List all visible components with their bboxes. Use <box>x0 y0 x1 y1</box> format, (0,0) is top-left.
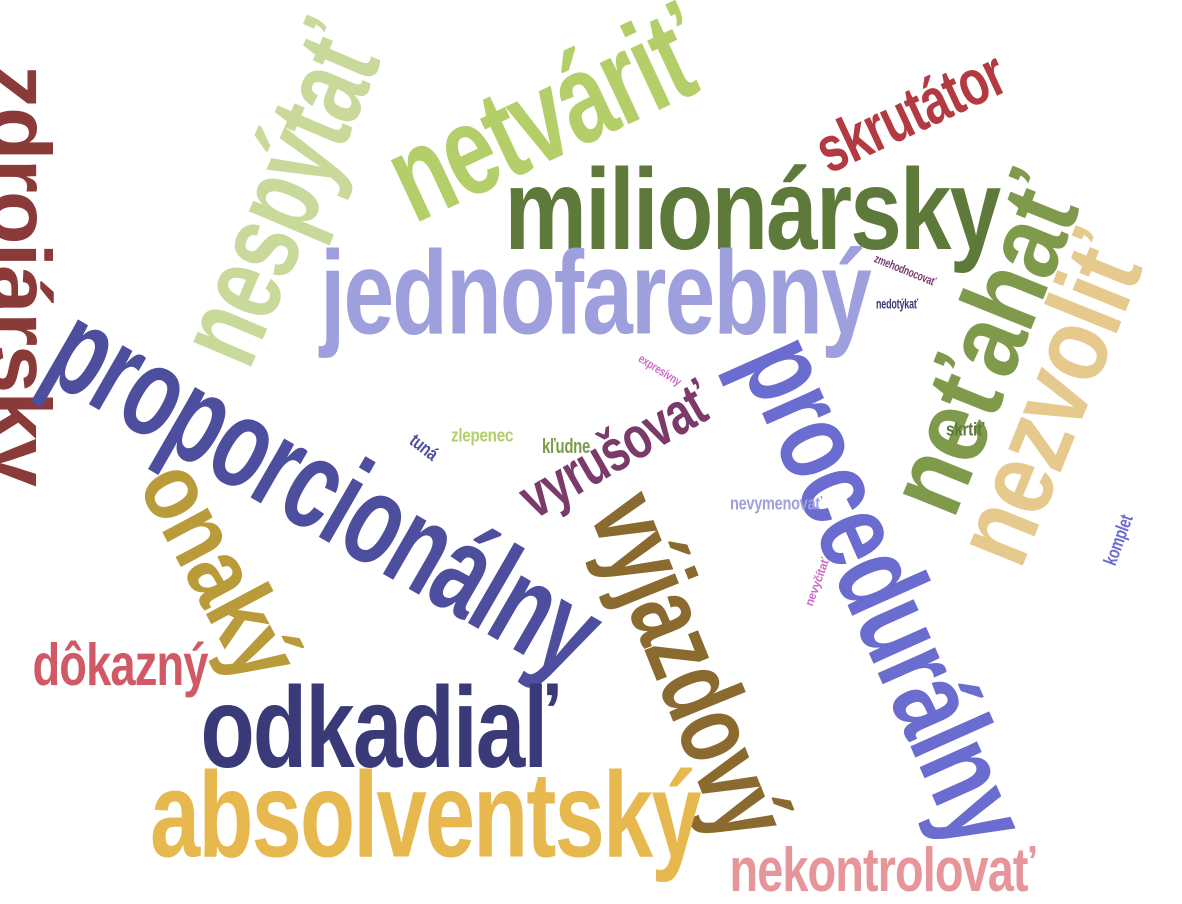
word-zdrojarsky: zdrojársky <box>0 65 69 486</box>
word-nevymenovat: nevymenovať <box>730 492 822 514</box>
word-komplet: komplet <box>1099 511 1137 569</box>
word-odkadial: odkadiaľ <box>200 663 558 793</box>
word-kludne: kľudne <box>542 434 591 458</box>
word-skrtit: skrtiť <box>946 418 985 440</box>
word-milionarsky: milionársky <box>504 145 1002 275</box>
word-dokazny: dôkazný <box>32 631 209 699</box>
word-zlepenec: zlepenec <box>451 424 514 446</box>
word-jednofarebny: jednofarebný <box>320 226 872 360</box>
word-absolventsky: absolventský <box>150 746 701 884</box>
word-nekontrolovat: nekontrolovať <box>729 835 1036 904</box>
word-nedotykat: nedotýkať <box>876 296 918 312</box>
